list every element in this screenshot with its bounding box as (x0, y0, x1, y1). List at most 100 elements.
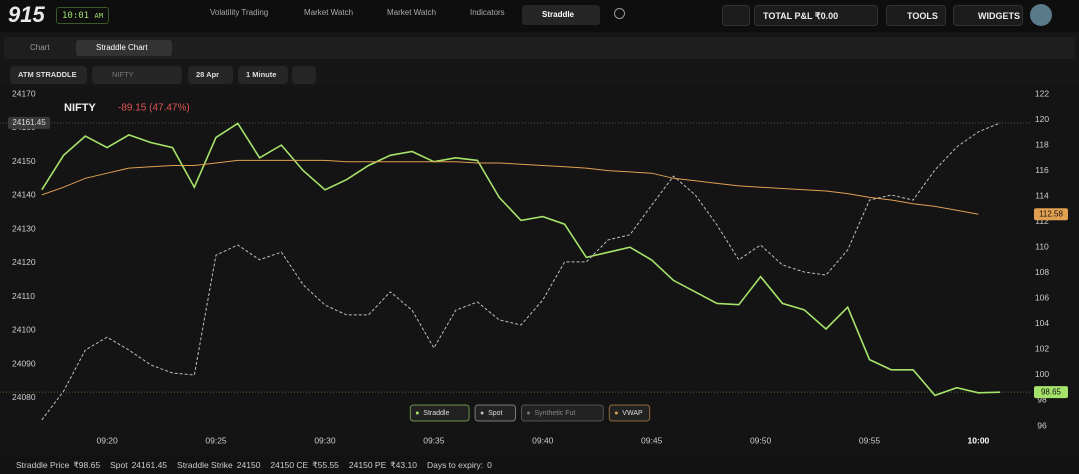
y-tick-label: 24110 (12, 291, 35, 301)
y2-tick-label: 106 (1035, 293, 1049, 303)
y2-tick-label: 120 (1035, 114, 1049, 124)
series-line (41, 122, 1001, 397)
footer: Straddle Price ₹98.65 Spot 24161.45 Straddle… (0, 456, 1079, 474)
footer-item: Spot 24161.45 (110, 460, 167, 470)
footer-value: ₹43.10 (390, 460, 417, 470)
y2-tick-label: 116 (1035, 165, 1049, 175)
x-tick-label: 09:40 (532, 435, 554, 445)
last-value-tag (1034, 208, 1068, 221)
legend-dot (480, 411, 484, 415)
sub-tabs: Chart Straddle Chart (4, 37, 1075, 59)
y-tick-label: 24120 (12, 257, 36, 267)
footer-label: Spot (110, 460, 128, 470)
y2-tick-label: 114 (1035, 190, 1049, 200)
pnl-button[interactable]: TOTAL P&L ₹0.00 (754, 5, 878, 26)
legend-dot (415, 411, 419, 415)
nav-tab[interactable]: Indicators (470, 8, 505, 17)
search-input[interactable]: NIFTY (92, 66, 182, 84)
widgets-button[interactable]: WIDGETS (953, 5, 1023, 26)
chart-change: -89.15 (47.47%) (118, 103, 190, 114)
legend-item: VWAP (608, 404, 651, 422)
footer-label: 24150 PE (348, 460, 387, 470)
last-value-tag (1034, 386, 1068, 399)
mode-select[interactable]: ATM STRADDLE (10, 66, 87, 84)
nav-tab[interactable]: Market Watch (387, 8, 437, 17)
legend-item: Straddle (409, 404, 470, 422)
footer-item: Straddle Price ₹98.65 (16, 460, 100, 470)
chart: NIFTY -89.15 (47.47%) 24080 24090 24100 241… (0, 86, 1079, 455)
footer-value: 24161.45 (131, 460, 168, 470)
footer-value: 0 (487, 460, 492, 470)
logo[interactable]: 915 (8, 2, 45, 27)
clock-suffix: AM (94, 12, 103, 20)
footer-value: 24150 (236, 460, 261, 470)
legend-box (608, 404, 651, 422)
footer-label: 24150 CE (270, 460, 309, 470)
legend-item: Synthetic Fut (521, 404, 604, 422)
chart-bg (0, 86, 1079, 455)
footer-label: Straddle Price (16, 460, 70, 470)
y-tick-label: 24090 (12, 358, 36, 368)
x-tick-label: 09:20 (96, 435, 118, 445)
chart-title: NIFTY (64, 102, 96, 114)
legend-box (409, 404, 470, 422)
interval-select[interactable]: 1 Minute (238, 66, 288, 84)
add-tab[interactable] (614, 8, 625, 19)
y2-tick-label: 100 (1035, 369, 1049, 379)
last-value-label: 98.65 (1041, 387, 1062, 396)
sub-tab[interactable]: Chart (30, 43, 50, 52)
sub-tab-active[interactable]: Straddle Chart (76, 40, 172, 56)
x-tick-label: 10:00 (968, 435, 990, 445)
x-tick-label: 09:30 (314, 435, 336, 445)
top-bar: 915 10:01 AM Volatility Trading Market W… (0, 0, 1079, 32)
last-value-label: 24161.45 (12, 118, 46, 127)
legend-dot (527, 411, 530, 415)
x-tick-label: 09:50 (750, 435, 772, 445)
footer-value: ₹98.65 (73, 460, 101, 470)
x-tick-label: 09:55 (859, 435, 881, 445)
footer-label: Straddle Strike (177, 460, 233, 470)
footer-item: 24150 CE ₹55.55 (270, 460, 339, 470)
y2-tick-label: 122 (1035, 88, 1049, 98)
clock-time: 10:01 (62, 11, 90, 21)
y-tick-label: 24170 (12, 88, 36, 98)
y-tick-label: 24100 (12, 325, 36, 335)
series-line (41, 159, 979, 215)
x-tick-label: 09:25 (205, 435, 227, 445)
legend-dot (614, 411, 618, 415)
footer-label: Days to expiry: (426, 460, 484, 470)
footer-item: 24150 PE ₹43.10 (349, 460, 417, 470)
legend-label: VWAP (622, 410, 643, 417)
footer-item: Straddle Strike 24150 (177, 460, 260, 470)
y2-tick-label: 118 (1035, 139, 1049, 149)
tools-button[interactable]: TOOLS (886, 5, 946, 26)
avatar[interactable] (1030, 4, 1052, 26)
last-value-tag (8, 116, 50, 129)
footer-value: ₹55.55 (312, 460, 339, 470)
nav-tab-active[interactable]: Straddle (522, 5, 600, 25)
legend-box (521, 404, 604, 422)
last-value-label: 112.58 (1039, 209, 1063, 218)
y2-tick-label: 110 (1035, 241, 1049, 251)
y2-tick-label: 108 (1035, 267, 1049, 277)
y2-tick-label: 102 (1035, 344, 1049, 354)
y-tick-label: 24080 (12, 392, 36, 402)
legend-label: Synthetic Fut (535, 410, 576, 417)
indicator-button[interactable] (292, 66, 316, 84)
y2-tick-label: 98 (1037, 395, 1047, 405)
legend-item: Spot (474, 404, 517, 422)
nav-tab[interactable]: Volatility Trading (210, 8, 269, 17)
legend-box (474, 404, 517, 422)
nav-tab[interactable]: Market Watch (304, 8, 354, 17)
x-tick-label: 09:35 (423, 435, 445, 445)
y-tick-label: 24140 (12, 190, 36, 200)
y2-tick-label: 104 (1035, 318, 1049, 328)
y2-tick-label: 96 (1037, 420, 1047, 430)
series-line (41, 122, 1001, 421)
basket-button[interactable] (722, 5, 750, 26)
y2-tick-label: 112 (1035, 216, 1049, 226)
expiry-select[interactable]: 28 Apr (188, 66, 233, 84)
footer-item: Days to expiry: 0 (427, 460, 492, 470)
clock: 10:01 AM (56, 7, 109, 24)
